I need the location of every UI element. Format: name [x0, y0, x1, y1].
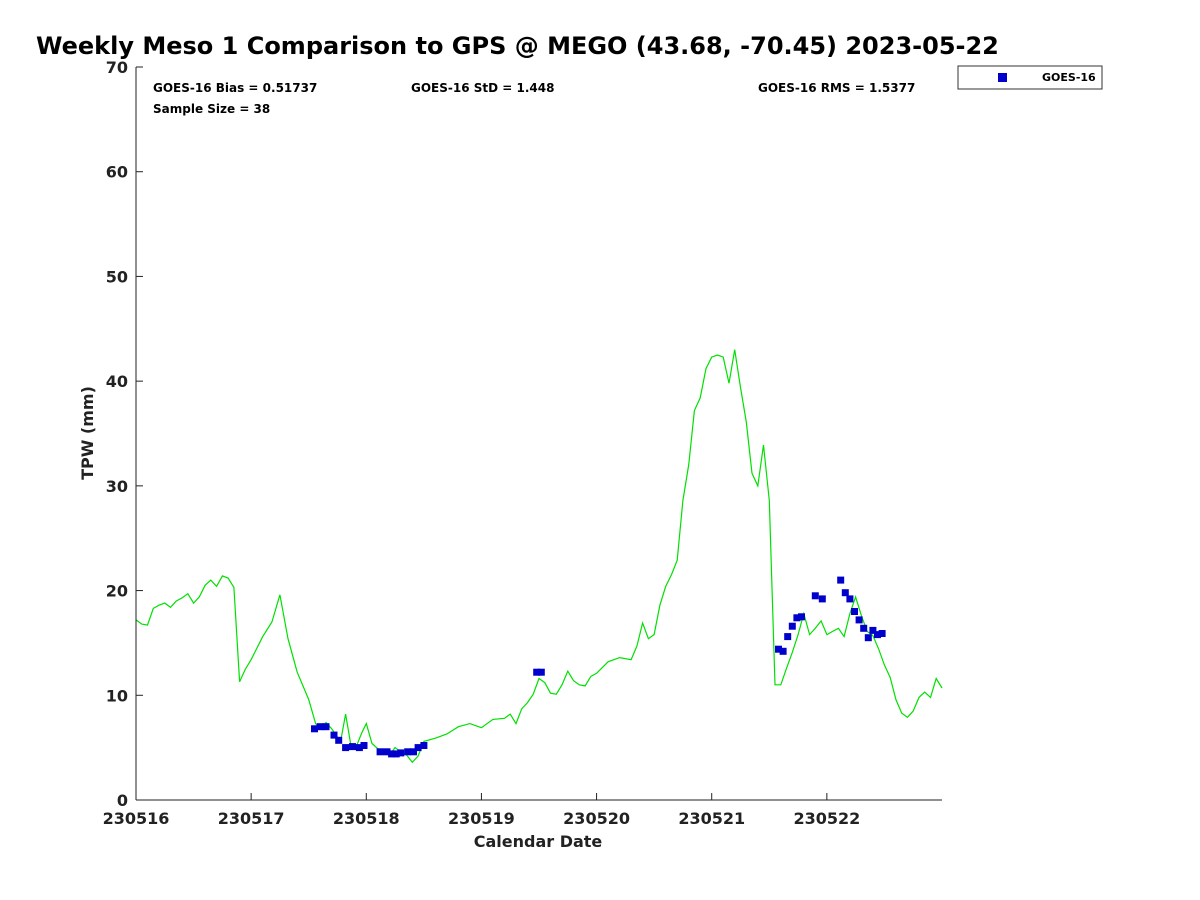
goes16-point — [793, 614, 801, 622]
y-tick-label: 30 — [106, 477, 128, 496]
goes16-point — [404, 748, 412, 756]
goes16-point — [316, 723, 324, 731]
gps-series — [135, 349, 943, 764]
goes16-point — [376, 748, 384, 756]
stat-std: GOES-16 StD = 1.448 — [411, 81, 554, 95]
y-tick-label: 60 — [106, 163, 128, 182]
y-tick-label: 10 — [106, 686, 128, 705]
goes16-point — [788, 622, 796, 630]
x-axis-label: Calendar Date — [474, 832, 603, 851]
goes16-point — [855, 616, 863, 624]
goes16-point — [874, 631, 881, 639]
y-axis-label: TPW (mm) — [78, 386, 97, 480]
goes16-point — [537, 668, 545, 676]
goes16-point — [784, 633, 792, 641]
legend-label-goes16: GOES-16 — [1042, 71, 1096, 84]
goes16-point — [383, 748, 391, 756]
goes16-point — [410, 748, 417, 756]
goes16-point — [864, 634, 872, 642]
goes16-point — [878, 630, 886, 637]
y-tick-label: 70 — [106, 58, 128, 77]
plot-area — [136, 67, 942, 800]
x-tick-label: 230518 — [333, 809, 400, 828]
goes16-point — [869, 626, 877, 634]
stat-bias: GOES-16 Bias = 0.51737 — [153, 81, 317, 95]
goes16-point — [414, 744, 422, 752]
goes16-point — [775, 645, 782, 653]
goes16-point — [342, 744, 350, 752]
goes16-point — [311, 725, 318, 733]
goes16-point — [841, 589, 849, 597]
goes16-point — [860, 624, 868, 632]
stat-sample-size: Sample Size = 38 — [153, 102, 270, 116]
goes16-point — [798, 613, 805, 621]
legend: GOES-16 — [957, 65, 1103, 90]
goes16-point — [818, 595, 826, 603]
goes16-point — [388, 750, 396, 758]
x-tick-label: 230519 — [448, 809, 515, 828]
y-tick-label: 0 — [117, 791, 128, 810]
y-tick-label: 50 — [106, 267, 128, 286]
y-tick-label: 20 — [106, 582, 128, 601]
goes16-point — [360, 742, 368, 749]
goes16-point — [392, 750, 400, 758]
x-tick-label: 230516 — [103, 809, 170, 828]
goes16-point — [811, 592, 819, 600]
goes16-point — [349, 743, 356, 751]
stat-rms: GOES-16 RMS = 1.5377 — [758, 81, 915, 95]
goes16-point — [335, 736, 343, 744]
ticks: 0 10 20 30 40 50 60 70 230516 230517 230518 230519 2… — [103, 58, 861, 828]
goes16-point — [533, 668, 541, 676]
legend-marker-goes16 — [998, 73, 1007, 82]
y-tick-label: 40 — [106, 372, 128, 391]
gps-tpw-line — [135, 349, 943, 764]
goes16-point — [851, 608, 858, 615]
x-tick-label: 230520 — [563, 809, 630, 828]
goes16-point — [846, 595, 854, 603]
goes16-point — [322, 723, 330, 731]
legend-box — [957, 65, 1103, 90]
chart-title: Weekly Meso 1 Comparison to GPS @ MEGO (… — [36, 32, 999, 60]
goes16-point — [837, 576, 845, 584]
goes16-series — [311, 576, 886, 758]
x-tick-label: 230521 — [678, 809, 745, 828]
x-tick-label: 230522 — [793, 809, 860, 828]
goes16-point — [330, 731, 338, 739]
goes16-point — [420, 742, 428, 749]
goes16-point — [779, 647, 787, 655]
goes16-point — [397, 749, 405, 757]
x-tick-label: 230517 — [218, 809, 285, 828]
goes16-point — [355, 744, 363, 752]
